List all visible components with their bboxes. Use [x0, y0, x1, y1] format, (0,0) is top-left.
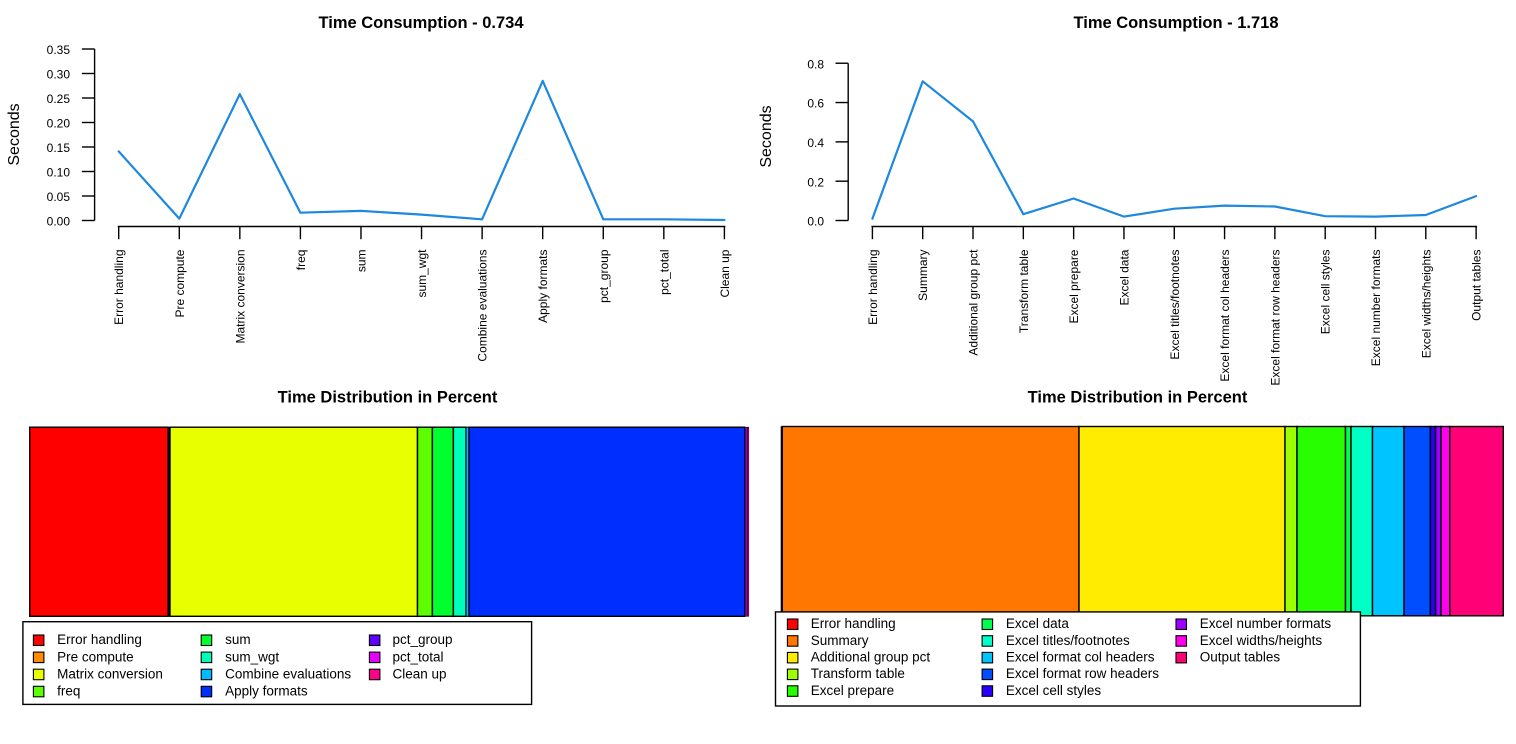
svg-text:Excel widths/heights: Excel widths/heights	[1200, 633, 1323, 648]
svg-text:sum_wgt: sum_wgt	[415, 249, 429, 298]
svg-text:Time Distribution in Percent: Time Distribution in Percent	[1028, 389, 1248, 407]
svg-text:0.30: 0.30	[47, 68, 71, 82]
svg-text:0.20: 0.20	[47, 117, 71, 131]
svg-text:Seconds: Seconds	[758, 105, 775, 167]
svg-text:Excel titles/footnotes: Excel titles/footnotes	[1006, 633, 1130, 648]
svg-text:0.10: 0.10	[47, 166, 71, 180]
svg-text:0.05: 0.05	[47, 190, 71, 204]
svg-text:Excel number formats: Excel number formats	[1369, 250, 1383, 367]
svg-text:Excel titles/footnotes: Excel titles/footnotes	[1168, 250, 1182, 360]
svg-text:Error handling: Error handling	[811, 616, 896, 631]
svg-text:Summary: Summary	[811, 633, 869, 648]
svg-text:Apply formats: Apply formats	[536, 250, 550, 323]
svg-text:Transform table: Transform table	[1017, 249, 1031, 333]
svg-text:Excel cell styles: Excel cell styles	[1319, 250, 1333, 335]
svg-text:sum_wgt: sum_wgt	[225, 649, 279, 664]
svg-text:Summary: Summary	[916, 250, 930, 301]
svg-text:Error handling: Error handling	[57, 632, 142, 647]
svg-text:Time Consumption - 0.734: Time Consumption - 0.734	[318, 14, 524, 32]
svg-text:Seconds: Seconds	[6, 103, 23, 165]
svg-text:Additional group pct: Additional group pct	[811, 650, 931, 665]
svg-text:Time Consumption - 1.718: Time Consumption - 1.718	[1073, 14, 1278, 32]
svg-text:Excel cell styles: Excel cell styles	[1006, 683, 1102, 698]
svg-text:0.0: 0.0	[807, 215, 824, 229]
svg-text:0.25: 0.25	[47, 92, 71, 106]
svg-text:Combine evaluations: Combine evaluations	[225, 666, 351, 681]
svg-text:Excel format col headers: Excel format col headers	[1006, 650, 1155, 665]
svg-text:Excel data: Excel data	[1118, 249, 1132, 305]
svg-text:Excel widths/heights: Excel widths/heights	[1419, 250, 1433, 359]
svg-text:Transform table: Transform table	[811, 666, 905, 681]
svg-text:0.35: 0.35	[47, 43, 71, 57]
svg-text:Combine evaluations: Combine evaluations	[476, 249, 490, 361]
svg-text:Pre compute: Pre compute	[173, 249, 187, 317]
svg-text:pct_group: pct_group	[393, 632, 453, 647]
svg-text:0.2: 0.2	[807, 175, 824, 189]
svg-text:Output tables: Output tables	[1200, 650, 1281, 665]
svg-text:sum: sum	[225, 632, 251, 647]
svg-text:Excel format col headers: Excel format col headers	[1218, 250, 1232, 382]
svg-text:Clean up: Clean up	[718, 249, 732, 297]
svg-text:Excel prepare: Excel prepare	[1067, 249, 1081, 323]
svg-text:pct_total: pct_total	[393, 649, 444, 664]
svg-text:Excel number formats: Excel number formats	[1200, 616, 1332, 631]
svg-text:Error handling: Error handling	[112, 250, 126, 325]
svg-text:freq: freq	[294, 250, 308, 271]
svg-text:0.6: 0.6	[807, 97, 824, 111]
svg-text:Additional group pct: Additional group pct	[967, 249, 981, 356]
svg-text:Excel format row headers: Excel format row headers	[1268, 250, 1282, 386]
svg-text:Excel data: Excel data	[1006, 616, 1070, 631]
svg-text:Output tables: Output tables	[1470, 250, 1484, 321]
svg-text:Matrix conversion: Matrix conversion	[57, 666, 163, 681]
svg-text:Apply formats: Apply formats	[225, 684, 308, 699]
svg-text:pct_group: pct_group	[597, 249, 611, 303]
svg-text:pct_total: pct_total	[657, 250, 671, 295]
svg-text:Clean up: Clean up	[393, 666, 447, 681]
svg-text:sum: sum	[355, 249, 369, 272]
svg-text:0.15: 0.15	[47, 141, 71, 155]
svg-text:Error handling: Error handling	[866, 250, 880, 325]
svg-text:Excel format row headers: Excel format row headers	[1006, 666, 1159, 681]
svg-text:Matrix conversion: Matrix conversion	[233, 249, 247, 343]
svg-text:Time Distribution in Percent: Time Distribution in Percent	[278, 389, 498, 407]
svg-text:Pre compute: Pre compute	[57, 649, 134, 664]
svg-text:0.8: 0.8	[807, 57, 824, 71]
svg-text:0.00: 0.00	[47, 215, 71, 229]
svg-text:Excel prepare: Excel prepare	[811, 683, 894, 698]
svg-text:freq: freq	[57, 684, 80, 699]
svg-text:0.4: 0.4	[807, 136, 824, 150]
